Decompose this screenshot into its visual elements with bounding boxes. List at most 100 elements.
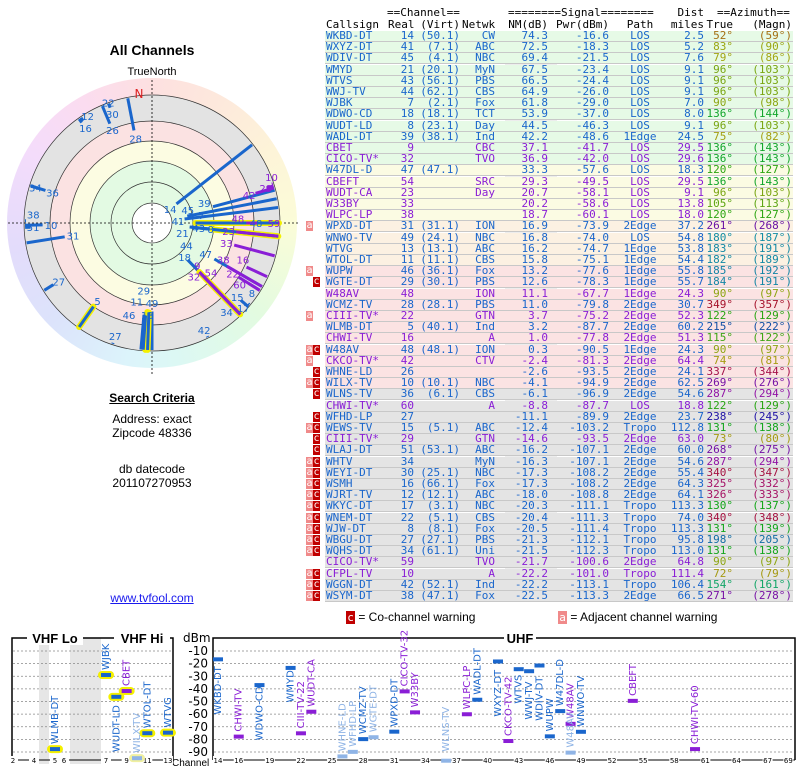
azimuth-true-cell: 79°: [713, 51, 733, 65]
station-row[interactable]: WBGU-DT 27 (27.1) PBS -21.3 -112.1 Tropo 95.8 19…: [325, 533, 793, 546]
station-row[interactable]: WUDT-CA 23 Day 20.7 -58.1 LOS 9.1 96° (103°): [325, 185, 793, 199]
azimuth-magnetic-cell: (127°): [752, 208, 792, 222]
column-header: (Virt): [420, 18, 460, 31]
station-row[interactable]: CIII-TV* 22 GTN 3.7 -75.2 2Edge 52.3 122° (129°): [325, 309, 793, 322]
virtual-channel-cell: (31.1): [420, 219, 460, 233]
virtual-channel-cell: (52.1): [420, 577, 460, 591]
station-row[interactable]: WNEM-DT 22 (5.1) CBS -20.4 -111.3 Tropo 74.0 340…: [325, 510, 793, 524]
station-row[interactable]: CBET 9 CBC 37.1 -41.7 LOS 29.5 136° (143°): [325, 142, 793, 154]
station-row[interactable]: WUPW 46 (36.1) Fox 13.2 -77.6 1Edge 55.8 185° (19…: [325, 265, 793, 278]
station-row[interactable]: WTVS 43 (56.1) PBS 66.5 -24.4 LOS 9.1 96° (103°): [325, 73, 793, 87]
path-cell: LOS: [630, 163, 650, 177]
channel-signal-marker: [492, 659, 503, 664]
station-row[interactable]: CHWI-TV* 60 A -8.8 -87.7 LOS 18.8 122° (129°): [325, 398, 793, 412]
real-channel-cell: 38: [400, 589, 414, 602]
azimuth-magnetic-cell: (103°): [752, 185, 792, 199]
station-row[interactable]: W33BY 33 20.2 -58.6 LOS 13.8 105° (113°): [325, 198, 793, 210]
noise-margin-cell: 67.5: [521, 62, 549, 76]
station-row[interactable]: CBEFT 54 SRC 29.3 -49.5 LOS 29.5 136° (143°): [325, 174, 793, 188]
station-row[interactable]: WMYD 21 (20.1) MyN 67.5 -23.4 LOS 9.1 96° (103°): [325, 62, 793, 76]
noise-margin-cell: 29.3: [521, 174, 549, 188]
polar-signal-bar: [203, 276, 242, 316]
station-row[interactable]: WXYZ-DT 41 (7.1) ABC 72.5 -18.3 LOS 5.2 83° (90°): [325, 41, 793, 54]
tvfool-link[interactable]: www.tvfool.com: [110, 591, 194, 605]
path-cell: 2Edge: [623, 432, 657, 446]
station-row[interactable]: WLMB-DT 5 (40.1) Ind 3.2 -87.7 2Edge 60.2 215° (2…: [325, 321, 793, 334]
station-row[interactable]: WEYI-DT 30 (25.1) NBC -17.3 -108.2 2Edge 55.4 34…: [325, 467, 793, 479]
network-cell: A: [488, 398, 495, 412]
path-cell: 2Edge: [623, 443, 657, 457]
station-row[interactable]: CICO-TV* 59 TVO -21.7 -100.6 2Edge 64.8 90° (97°…: [325, 556, 793, 569]
path-cell: 2Edge: [623, 297, 657, 311]
virtual-channel-cell: (61.1): [420, 544, 460, 558]
channel-tick-label: 31: [390, 757, 399, 765]
station-row[interactable]: WJBK 7 (2.1) Fox 61.8 -29.0 LOS 7.0 90° (98°): [325, 96, 793, 110]
station-row[interactable]: WEWS-TV 15 (5.1) ABC -12.4 -103.2 Tropo 112.8 13…: [325, 422, 793, 434]
station-row[interactable]: WHNE-LD 26 -2.6 -93.5 2Edge 24.1 337° (344°): [325, 366, 793, 378]
station-row[interactable]: CHWI-TV 16 A 1.0 -77.8 2Edge 51.3 115° (122°): [325, 332, 793, 345]
station-row[interactable]: WJRT-TV 12 (12.1) ABC -18.0 -108.8 2Edge 64.1 32…: [325, 488, 793, 502]
station-row[interactable]: WSYM-DT 38 (47.1) Fox -22.5 -113.3 2Edge 66.5 27…: [325, 589, 793, 602]
network-cell: ABC: [475, 241, 495, 255]
noise-margin-cell: -11.1: [514, 409, 548, 423]
station-row[interactable]: WTOL-DT 11 (11.1) CBS 15.8 -75.1 1Edge 54.4 182°…: [325, 253, 793, 266]
station-row[interactable]: WNWO-TV 49 (24.1) NBC 16.8 -74.0 LOS 54.8 180° (1…: [325, 232, 793, 244]
channel-marker-label: WLPC-LP: [462, 666, 473, 710]
polar-signal-bar: [247, 302, 251, 306]
station-row[interactable]: WUDT-LD 8 (23.1) Day 44.5 -46.3 LOS 9.1 96° (103°…: [325, 120, 793, 132]
adjacent-channel-flag: a: [306, 534, 313, 545]
virtual-channel-cell: (56.1): [420, 73, 460, 87]
station-row[interactable]: WSMH 16 (66.1) Fox -17.3 -108.2 2Edge 64.3 325° (…: [325, 478, 793, 490]
station-row[interactable]: WGTE-DT 29 (30.1) PBS 12.6 -78.3 1Edge 55.7 184°…: [325, 276, 793, 289]
station-row[interactable]: WKBD-DT 14 (50.1) CW 74.3 -16.6 LOS 2.5 52° (59°): [325, 30, 793, 42]
station-row[interactable]: WCMZ-TV 28 (28.1) PBS 11.0 -79.8 2Edge 30.7 349°…: [325, 297, 793, 311]
signal-power-cell: -87.7: [575, 398, 609, 412]
station-row[interactable]: WDIV-DT 45 (4.1) NBC 69.4 -21.5 LOS 7.6 79° (86°): [325, 51, 793, 65]
station-row[interactable]: W48AV 48 ION 11.1 -67.7 1Edge 24.3 90° (97°): [325, 288, 793, 300]
polar-channel-label: 10: [265, 173, 278, 184]
station-row[interactable]: CICO-TV* 32 TVO 36.9 -42.0 LOS 29.6 136° (143°): [325, 152, 793, 166]
station-row[interactable]: WFHD-LP 27 -11.1 -89.9 2Edge 23.7 238° (245°): [325, 409, 793, 423]
station-row[interactable]: CIII-TV* 29 GTN -14.6 -93.5 2Edge 63.0 73° (80°): [325, 432, 793, 446]
callsign-cell: WUDT-CA: [326, 185, 373, 199]
station-row[interactable]: WKYC-DT 17 (3.1) NBC -20.3 -111.1 Tropo 113.3 13…: [325, 500, 793, 513]
callsign-cell: CICO-TV*: [326, 152, 379, 166]
station-row[interactable]: WJW-DT 8 (8.1) Fox -20.5 -111.4 Tropo 113.3 131°…: [325, 523, 793, 535]
station-row[interactable]: WDWO-CD 18 (18.1) TCT 53.9 -37.0 LOS 8.0 136° (14…: [325, 108, 793, 121]
station-row[interactable]: WLNS-TV 36 (6.1) CBS -6.1 -96.9 2Edge 54.6 287° (…: [325, 387, 793, 401]
station-row[interactable]: WHTV 34 MyN -16.3 -107.1 2Edge 54.6 287° (294°): [325, 454, 793, 468]
station-row[interactable]: WWJ-TV 44 (62.1) CBS 64.9 -26.0 LOS 9.1 96° (103°…: [325, 86, 793, 98]
signal-power-cell: -112.1: [569, 533, 609, 546]
station-row[interactable]: WLAJ-DT 51 (53.1) ABC -16.2 -107.1 2Edge 60.0 26…: [325, 443, 793, 457]
azimuth-magnetic-cell: (205°): [752, 533, 792, 546]
station-row[interactable]: WGGN-DT 42 (52.1) Ind -22.2 -113.1 Tropo 106.4 1…: [325, 577, 793, 591]
distance-cell: 7.0: [684, 96, 704, 110]
azimuth-magnetic-cell: (86°): [758, 51, 792, 65]
azimuth-true-cell: 287°: [706, 454, 734, 468]
virtual-channel-cell: (12.1): [420, 488, 460, 502]
callsign-cell: WJRT-TV: [326, 488, 373, 502]
signal-power-cell: -75.2: [575, 309, 609, 322]
real-channel-cell: 22: [400, 510, 414, 524]
station-row[interactable]: W48AV 48 (48.1) ION 0.3 -90.5 1Edge 24.3 90° (97°…: [325, 344, 793, 356]
station-row[interactable]: WTVG 13 (13.1) ABC 16.2 -74.7 1Edge 53.8 183° (19…: [325, 241, 793, 255]
station-row[interactable]: WPXD-DT 31 (31.1) ION 16.9 -73.9 2Edge 37.2 261°…: [325, 219, 793, 233]
station-row[interactable]: WLPC-LP 38 18.7 -60.1 LOS 18.0 120° (127°): [325, 208, 793, 222]
adjacent-channel-flag: a: [306, 567, 313, 579]
station-row[interactable]: CKCO-TV* 42 CTV -2.4 -81.3 2Edge 64.4 74° (81°): [325, 355, 793, 367]
callsign-cell: WPXD-DT: [326, 219, 373, 233]
channel-tick-bg: [482, 756, 493, 764]
station-row[interactable]: WILX-TV 10 (10.1) NBC -4.1 -94.9 2Edge 62.5 269°…: [325, 377, 793, 390]
station-row[interactable]: W47DL-D 47 (47.1) 33.3 -57.6 LOS 18.3 120° (127°…: [325, 163, 793, 177]
station-row[interactable]: CFPL-TV 10 A -22.2 -101.0 Tropo 111.4 72° (79°): [325, 568, 793, 580]
vhf-panel-frame: [11, 637, 174, 760]
azimuth-true-cell: 349°: [706, 297, 734, 311]
co-channel-flag: c: [313, 545, 320, 557]
station-row[interactable]: WQHS-DT 34 (61.1) Uni -21.5 -112.3 Tropo 113.0 1…: [325, 544, 793, 558]
real-channel-cell: 36: [400, 387, 414, 401]
noise-margin-cell: 61.8: [521, 96, 549, 110]
polar-channel-label: 27: [52, 277, 65, 288]
station-row[interactable]: WADL-DT 39 (38.1) Ind 42.2 -48.6 1Edge 24.5 75° (…: [325, 131, 793, 143]
azimuth-true-cell: 90°: [713, 96, 733, 110]
virtual-channel-cell: (11.1): [420, 253, 460, 266]
